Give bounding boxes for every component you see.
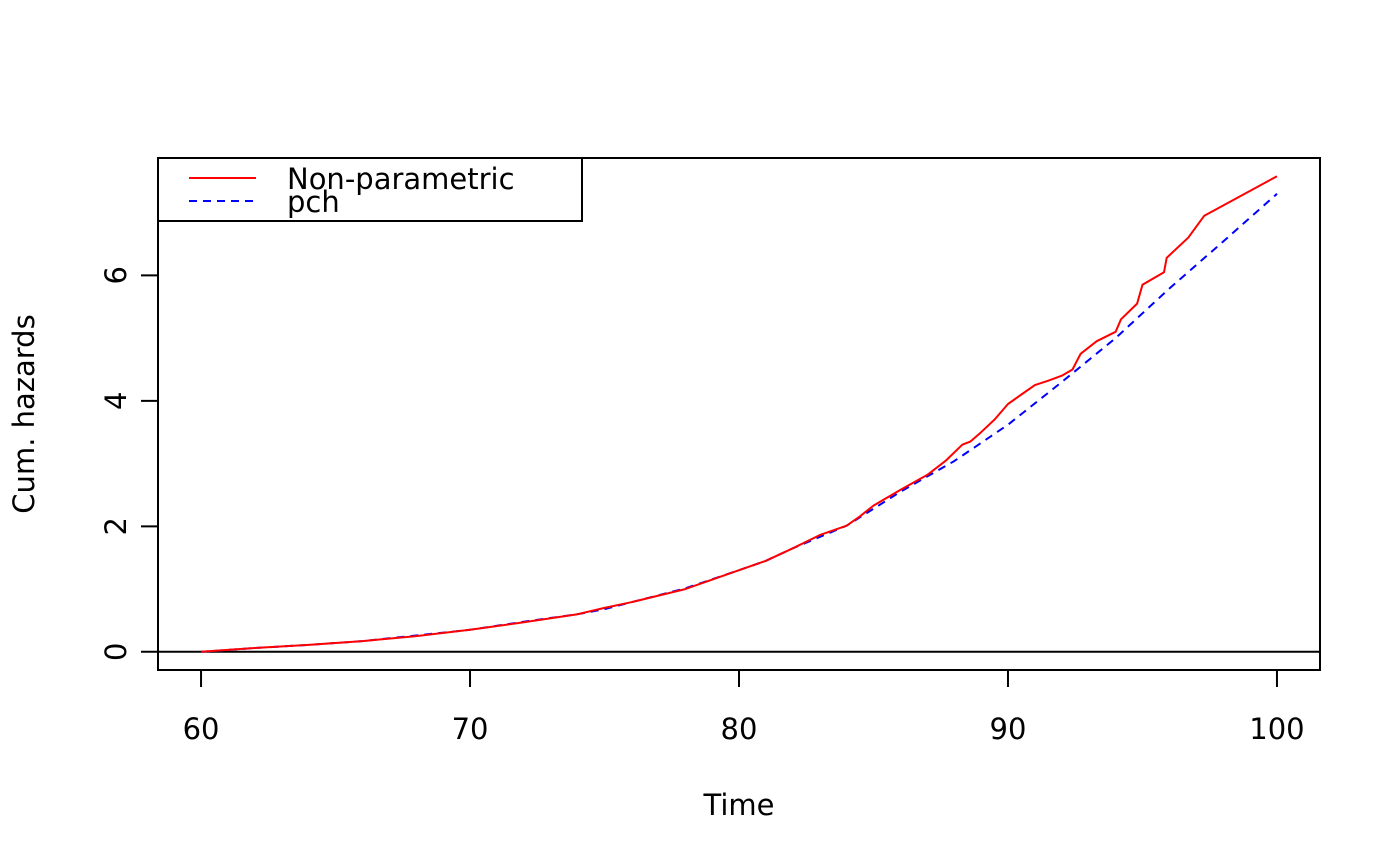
x-tick-label-80: 80	[721, 712, 758, 746]
y-tick-label-2: 2	[99, 517, 133, 535]
x-axis-label: Time	[703, 788, 775, 822]
x-tick-label-100: 100	[1249, 712, 1304, 746]
series-line-non-parametric	[200, 175, 1278, 653]
y-tick-label-0: 0	[99, 643, 133, 661]
x-tick-label-90: 90	[990, 712, 1027, 746]
x-tick-label-60: 60	[183, 712, 220, 746]
x-axis: 60 70 80 90 100	[183, 669, 1305, 746]
x-tick-label-70: 70	[452, 712, 489, 746]
series-layer	[200, 175, 1278, 653]
y-tick-label-4: 4	[99, 392, 133, 410]
legend-box	[157, 157, 583, 222]
y-tick-label-6: 6	[99, 266, 133, 284]
legend: Non-parametric pch	[157, 157, 583, 222]
legend-label-non-parametric: Non-parametric	[287, 162, 515, 196]
y-axis-label: Cum. hazards	[7, 314, 41, 513]
y-axis: 0 2 4 6	[99, 266, 159, 661]
legend-label-pch: pch	[287, 185, 340, 219]
